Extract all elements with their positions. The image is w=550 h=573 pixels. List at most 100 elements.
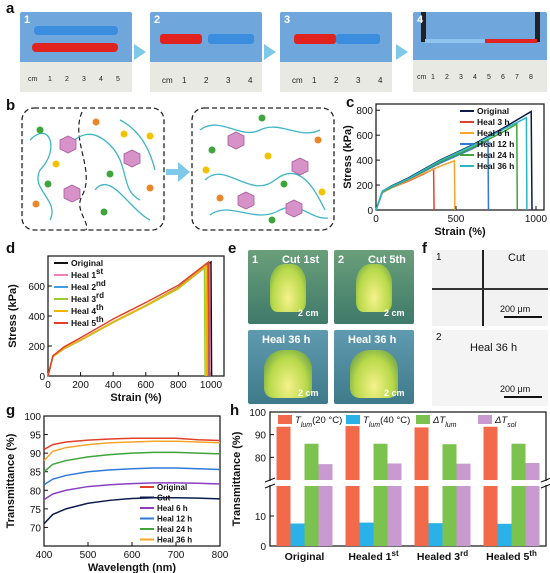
plant-image xyxy=(264,350,312,398)
series-line xyxy=(375,116,528,211)
ruler-num: 3 xyxy=(459,74,463,81)
cut-line xyxy=(78,111,88,231)
bar xyxy=(525,463,540,480)
ruler-num: 3 xyxy=(356,76,361,85)
chart-h: 80 90 100 0 10 Transmittance (%) Original Heale… xyxy=(226,404,550,573)
ruler: cm 1 2 3 4 5 6 7 8 xyxy=(417,68,545,86)
polymer-chains xyxy=(199,124,329,219)
bar xyxy=(511,486,526,546)
y-tick-label: 95 xyxy=(30,431,42,442)
scale-bar-label: 200 μm xyxy=(500,384,531,394)
x-category-label: Healed 5th xyxy=(486,549,537,564)
legend-entry: Tlum(20 °C) xyxy=(295,415,342,429)
panel-label-f: f xyxy=(422,240,427,257)
y-tick-label: 85 xyxy=(30,468,42,479)
y-tick-label: 90 xyxy=(30,449,42,460)
ruler-num: 1 xyxy=(182,76,187,85)
legend-entry: Original xyxy=(157,483,187,492)
red-half xyxy=(160,34,202,44)
tile-label: Cut 5th xyxy=(368,254,406,266)
bar xyxy=(304,486,319,546)
bar xyxy=(483,486,498,546)
tile-num: 1 xyxy=(252,254,259,266)
legend-swatch xyxy=(278,415,292,424)
y-tick-label: 800 xyxy=(356,106,373,117)
legend-entry: Heal 5th xyxy=(71,315,104,329)
bar xyxy=(387,486,402,546)
panel-e: 1 Cut 1st 2 cm 2 Cut 5th 2 cm Heal 36 h … xyxy=(248,250,416,406)
x-category-label: Healed 3rd xyxy=(417,549,468,564)
y-tick-label: 10 xyxy=(255,512,267,523)
ruler-num: 3 xyxy=(226,76,231,85)
series-line xyxy=(43,437,221,451)
x-tick-label: 800 xyxy=(212,550,229,561)
legend-entry: Heal 12 h xyxy=(477,139,514,149)
ruler-num: 6 xyxy=(501,74,505,81)
bar xyxy=(525,486,540,546)
ruler-num: 3 xyxy=(82,76,86,83)
step-num: 4 xyxy=(417,14,424,26)
panel-f: 1 Cut 200 μm 2 Heal 36 h 200 μm xyxy=(432,250,548,406)
legend-entry: Heal 2nd xyxy=(71,279,106,293)
scale-bar xyxy=(504,396,542,398)
x-tick-label: 600 xyxy=(124,550,141,561)
micrograph-cut: 1 Cut 200 μm xyxy=(432,250,548,326)
ruler-unit: cm xyxy=(417,74,427,81)
photo-step-2: 2 cm 1 2 3 4 xyxy=(150,12,262,92)
tile-num: 2 xyxy=(338,254,345,266)
x-axis-label: Strain (%) xyxy=(110,392,162,404)
clamp xyxy=(421,12,426,42)
photo-cut-5th: 2 Cut 5th 2 cm xyxy=(334,250,414,324)
stretched-blue xyxy=(425,39,485,43)
bar xyxy=(497,523,512,546)
legend-entry: Heal 24 h xyxy=(477,150,514,160)
x-tick-label: 0 xyxy=(45,380,51,391)
chart-d: 0 200 400 600 800 1000 0 200 400 600 Strain (%) Str… xyxy=(0,246,228,404)
axis-break-gap xyxy=(266,481,550,485)
bar xyxy=(414,427,429,480)
bar xyxy=(373,443,388,480)
red-half xyxy=(294,34,336,44)
y-tick-label: 0 xyxy=(260,542,266,553)
bar xyxy=(373,486,388,546)
panel-b-schematic xyxy=(0,100,345,240)
bar xyxy=(304,443,319,480)
y-axis-label: Stress (kPa) xyxy=(342,125,354,189)
ruler-num: 2 xyxy=(334,76,339,85)
ruler-num: 5 xyxy=(116,76,120,83)
crack-horizontal xyxy=(432,288,548,290)
x-tick-label: 400 xyxy=(36,550,53,561)
x-category-label: Healed 1st xyxy=(348,549,399,564)
x-axis-label: Wavelength (nm) xyxy=(88,562,177,573)
legend-entry: Heal 6 h xyxy=(477,128,510,138)
legend-entry: Heal 36 h xyxy=(477,161,514,171)
chart-c-svg: 0 500 1000 0 200 400 600 800 Strain (%) Stress (k… xyxy=(342,103,548,238)
legend-swatch xyxy=(478,415,492,424)
bar xyxy=(414,486,429,546)
photo-heal-36h-b: Heal 36 h 2 cm xyxy=(334,330,414,404)
ruler-num: 1 xyxy=(48,76,52,83)
legend-entry: Cut xyxy=(157,494,171,503)
plant-image xyxy=(356,264,392,312)
legend-entry: Heal 4th xyxy=(71,303,104,317)
ruler-num: 7 xyxy=(515,74,519,81)
tile-label: Heal 36 h xyxy=(470,342,518,354)
polymer-chains xyxy=(29,119,156,221)
series-line xyxy=(375,159,456,211)
legend-entry: Tlum(40 °C) xyxy=(363,415,410,429)
y-tick-label: 70 xyxy=(30,523,42,534)
y-tick-label: 0 xyxy=(367,206,373,217)
y-tick-label: 400 xyxy=(28,312,45,323)
x-tick-label: 400 xyxy=(105,380,122,391)
legend-entry: Original xyxy=(71,258,103,268)
photo-step-3: 3 cm 1 2 3 4 xyxy=(280,12,392,92)
bar xyxy=(276,486,291,546)
legend-entry: ΔTsol xyxy=(494,415,517,429)
bar xyxy=(456,463,471,480)
panel-label-d: d xyxy=(6,240,16,257)
ruler-num: 4 xyxy=(378,76,383,85)
y-tick-label: 75 xyxy=(30,505,42,516)
panel-label-b: b xyxy=(6,97,16,114)
y-tick-label: 200 xyxy=(28,342,45,353)
ruler: cm 1 2 3 4 xyxy=(158,70,258,88)
